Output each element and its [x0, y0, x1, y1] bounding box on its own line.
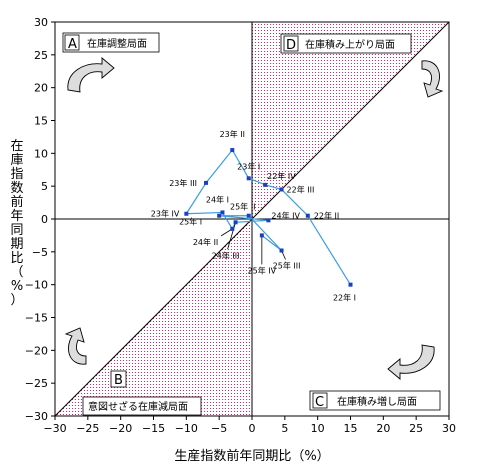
- data-point: [305, 213, 310, 218]
- x-tick-label: 5: [281, 422, 288, 435]
- x-tick-label: −20: [109, 422, 132, 435]
- x-tick-label: −5: [211, 422, 227, 435]
- data-point: [246, 176, 251, 181]
- data-point: [266, 218, 271, 223]
- quadrant-b-box: B 意図せざる在庫減局面: [82, 370, 202, 416]
- point-label: 22年 III: [287, 184, 315, 194]
- point-label: 23年 II: [220, 129, 245, 139]
- leader-line: [227, 222, 236, 250]
- x-tick-label: 15: [344, 422, 358, 435]
- x-tick-label: 30: [442, 422, 456, 435]
- point-label: 22年 II: [314, 211, 339, 221]
- point-label: 24年 I: [206, 194, 229, 204]
- curved-arrow-b-icon: [64, 327, 87, 365]
- point-label: 24年 III: [212, 250, 240, 260]
- data-point: [204, 180, 209, 185]
- curved-arrow-a-icon: [67, 57, 115, 93]
- point-label: 25年 III: [273, 261, 301, 271]
- y-tick-label: 25: [34, 49, 48, 62]
- quadrant-b-label: 意図せざる在庫減局面: [88, 400, 188, 413]
- data-point: [230, 148, 235, 153]
- point-label: 25年 II: [230, 202, 255, 212]
- point-label: 24年 II: [193, 237, 218, 247]
- data-point: [348, 282, 353, 287]
- y-tick-label: 20: [34, 82, 48, 95]
- point-label: 24年 IV: [271, 210, 300, 220]
- data-point: [217, 213, 222, 218]
- x-tick-labels: −30 −25 −20 −15 −10 −5 0 5 10 15 20 25 30: [43, 422, 456, 435]
- point-label: 22年 IV: [267, 171, 296, 181]
- quadrant-c-label: 在庫積み増し局面: [337, 395, 417, 408]
- curved-arrow-d-icon: [421, 60, 444, 98]
- y-tick-label: −10: [25, 279, 48, 292]
- x-tick-label: −15: [142, 422, 165, 435]
- quadrant-d-box: D 在庫積み上がり局面: [280, 33, 412, 54]
- y-tick-label: 15: [34, 115, 48, 128]
- point-labels: 22年 I 22年 II 22年 III 22年 IV 23年 I 23年 II 23年 I…: [151, 129, 356, 303]
- quadrant-c-box: C 在庫積み増し局面: [309, 390, 441, 411]
- y-tick-label: −30: [25, 410, 48, 423]
- quadrant-a-letter: A: [68, 37, 77, 52]
- point-label: 23年 III: [169, 178, 197, 188]
- quadrant-b-letter: B: [114, 373, 123, 388]
- axis-ticks: [51, 21, 450, 420]
- point-label: 22年 I: [333, 293, 356, 303]
- data-point: [246, 213, 251, 218]
- quadrant-a-label: 在庫調整局面: [87, 37, 147, 50]
- data-point: [233, 220, 238, 225]
- quadrant-d-label: 在庫積み上がり局面: [305, 38, 395, 51]
- x-tick-label: 20: [376, 422, 390, 435]
- y-axis-title: 在庫指数前年同期比（%）: [10, 139, 23, 308]
- y-tick-label: 5: [41, 180, 48, 193]
- series-line: [185, 148, 352, 285]
- x-tick-label: 10: [311, 422, 325, 435]
- x-tick-label: −25: [76, 422, 99, 435]
- data-point: [259, 233, 264, 238]
- data-point: [263, 182, 268, 187]
- point-label: 25年 I: [179, 217, 202, 227]
- quadrant-d-letter: D: [286, 38, 296, 53]
- x-tick-label: −10: [175, 422, 198, 435]
- y-tick-label: −5: [32, 246, 48, 259]
- point-label: 25年 IV: [248, 265, 277, 275]
- data-point: [220, 210, 225, 215]
- y-tick-label: 0: [41, 213, 48, 226]
- x-tick-label: −30: [43, 422, 66, 435]
- y-tick-labels: 30 25 20 15 10 5 0 −5 −10 −15 −20 −25 −30: [25, 16, 48, 423]
- data-point: [279, 187, 284, 192]
- quadrant-a-box: A 在庫調整局面: [62, 32, 160, 53]
- y-tick-label: −20: [25, 344, 48, 357]
- data-point: [184, 211, 189, 216]
- x-axis-title: 生産指数前年同期比（%）: [174, 448, 329, 464]
- data-markers: [184, 148, 353, 287]
- x-tick-label: 0: [249, 422, 256, 435]
- point-label: 23年 I: [237, 161, 260, 171]
- y-tick-label: 30: [34, 16, 48, 29]
- data-point: [230, 226, 235, 231]
- y-tick-label: 10: [34, 147, 48, 160]
- y-tick-label: −15: [25, 312, 48, 325]
- quadrant-c-letter: C: [315, 395, 324, 410]
- data-point: [279, 248, 284, 253]
- curved-arrow-c-icon: [387, 344, 435, 380]
- y-tick-label: −25: [25, 377, 48, 390]
- point-label: 23年 IV: [151, 209, 180, 219]
- x-tick-label: 25: [409, 422, 423, 435]
